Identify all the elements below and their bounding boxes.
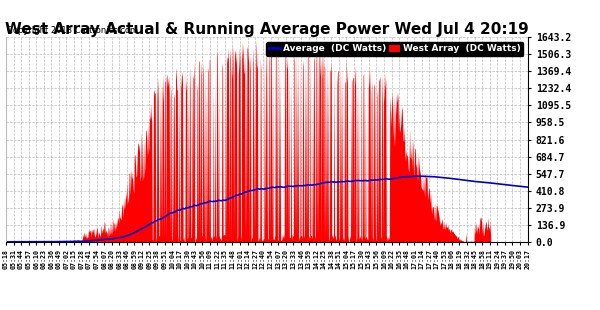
Title: West Array Actual & Running Average Power Wed Jul 4 20:19: West Array Actual & Running Average Powe… bbox=[5, 22, 529, 37]
Legend: Average  (DC Watts), West Array  (DC Watts): Average (DC Watts), West Array (DC Watts… bbox=[266, 42, 523, 56]
Text: Copyright 2018 Cartronics.com: Copyright 2018 Cartronics.com bbox=[7, 26, 137, 35]
